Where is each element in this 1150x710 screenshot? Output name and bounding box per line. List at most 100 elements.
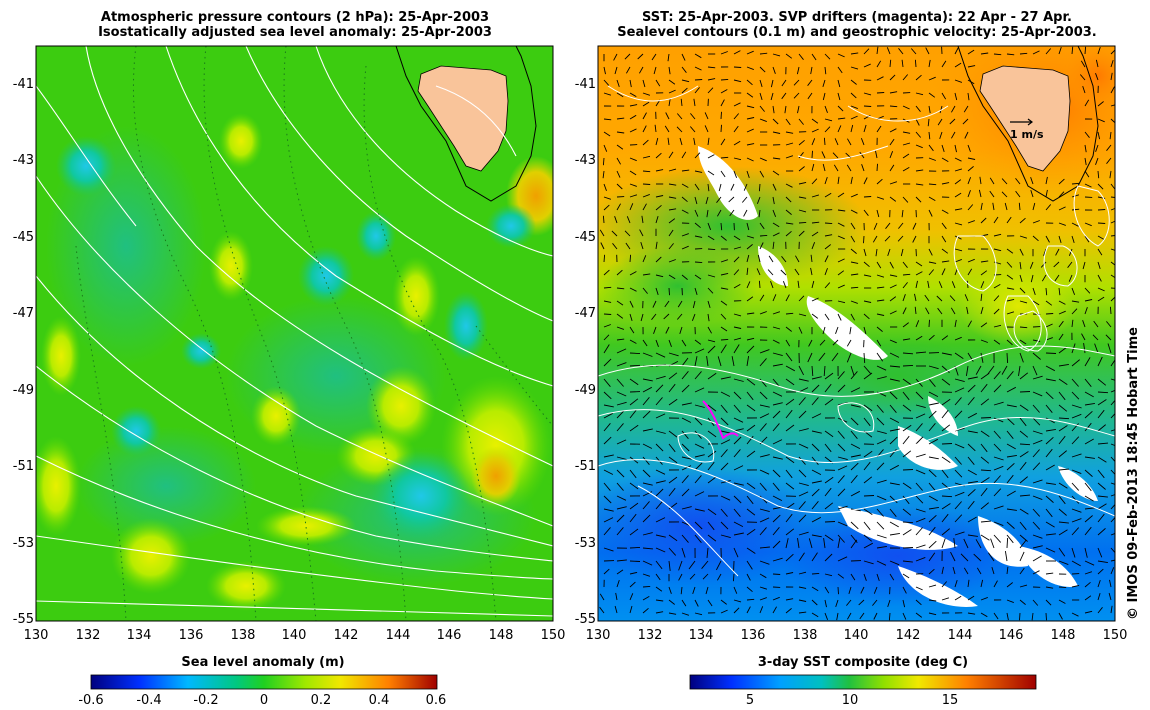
velocity-arrow <box>616 269 623 276</box>
velocity-arrow <box>993 417 1004 423</box>
velocity-arrow <box>798 181 807 185</box>
velocity-arrow <box>976 567 982 575</box>
velocity-arrow <box>850 222 856 230</box>
velocity-arrow <box>967 430 978 434</box>
velocity-arrow <box>837 79 841 88</box>
velocity-arrow <box>824 383 832 393</box>
velocity-arrow <box>1006 490 1016 497</box>
velocity-arrow <box>824 244 831 250</box>
right-x-tick: 150 <box>1102 628 1128 643</box>
velocity-arrow <box>733 170 738 178</box>
velocity-arrow <box>629 482 639 490</box>
velocity-arrow <box>707 235 715 241</box>
velocity-arrow <box>681 430 689 439</box>
velocity-arrow <box>743 209 748 217</box>
velocity-arrow <box>707 404 717 412</box>
velocity-arrow <box>1083 343 1086 354</box>
velocity-arrow <box>785 142 794 146</box>
velocity-arrow <box>1045 378 1056 382</box>
velocity-arrow <box>733 586 738 594</box>
velocity-arrow <box>993 384 1002 393</box>
velocity-arrow <box>1032 235 1039 242</box>
velocity-arrow <box>987 365 995 375</box>
velocity-arrow <box>1045 533 1056 536</box>
velocity-arrow <box>993 295 1000 302</box>
velocity-arrow <box>1084 157 1087 166</box>
velocity-arrow <box>1006 404 1017 408</box>
velocity-arrow <box>681 475 689 484</box>
velocity-arrow <box>759 560 770 565</box>
velocity-arrow <box>952 566 956 575</box>
velocity-arrow <box>1045 572 1054 575</box>
velocity-arrow <box>1084 144 1087 153</box>
velocity-arrow <box>863 300 872 303</box>
velocity-arrow <box>733 256 740 263</box>
velocity-arrow <box>733 417 744 423</box>
velocity-arrow <box>1045 495 1054 503</box>
velocity-arrow <box>954 501 962 510</box>
velocity-arrow <box>729 209 735 217</box>
velocity-arrow <box>876 545 887 549</box>
velocity-arrow <box>694 475 702 484</box>
velocity-arrow <box>1094 343 1099 354</box>
velocity-arrow <box>702 573 709 580</box>
velocity-arrow <box>962 118 969 125</box>
velocity-arrow <box>1015 190 1021 198</box>
velocity-arrow <box>1032 570 1040 575</box>
velocity-arrow <box>782 281 787 289</box>
velocity-arrow <box>1097 222 1106 224</box>
velocity-arrow <box>811 313 819 319</box>
velocity-arrow <box>733 157 742 161</box>
velocity-arrow <box>642 101 650 107</box>
left-y-tick: -53 <box>12 536 34 551</box>
left-colorbar-tick: 0.2 <box>310 693 332 708</box>
velocity-arrow <box>626 216 631 224</box>
velocity-arrow <box>925 307 930 315</box>
imos-credit: © IMOS 09-Feb-2013 18:45 Hobart Time <box>1126 327 1141 620</box>
velocity-arrow <box>980 579 984 588</box>
velocity-arrow <box>902 378 912 386</box>
velocity-arrow <box>993 339 1001 345</box>
velocity-arrow <box>850 443 861 449</box>
velocity-arrow <box>1019 372 1029 380</box>
velocity-arrow <box>772 439 783 445</box>
velocity-arrow <box>616 514 625 523</box>
velocity-arrow <box>928 319 930 328</box>
velocity-arrow <box>901 59 904 68</box>
velocity-arrow <box>1045 300 1053 306</box>
velocity-arrow <box>785 118 791 126</box>
velocity-arrow <box>616 482 624 491</box>
velocity-arrow <box>720 439 731 445</box>
velocity-arrow <box>1084 170 1090 178</box>
velocity-arrow <box>876 404 884 413</box>
velocity-arrow <box>603 66 606 75</box>
velocity-arrow <box>720 313 727 320</box>
velocity-arrow <box>611 230 618 237</box>
velocity-arrow <box>1084 410 1093 419</box>
velocity-arrow <box>772 482 780 491</box>
velocity-arrow <box>612 243 618 250</box>
velocity-arrow <box>941 528 950 536</box>
velocity-arrow <box>1019 508 1029 515</box>
velocity-arrow <box>967 166 974 172</box>
velocity-arrow <box>954 222 963 226</box>
velocity-arrow <box>759 222 765 230</box>
velocity-arrow <box>655 287 659 296</box>
velocity-arrow <box>811 365 814 377</box>
velocity-arrow <box>642 170 651 173</box>
velocity-arrow <box>964 131 969 139</box>
velocity-arrow <box>640 241 644 250</box>
right-x-tick: 130 <box>585 628 611 643</box>
sst-colorbar <box>689 674 1037 690</box>
velocity-arrow <box>941 566 944 575</box>
velocity-arrow <box>824 268 828 276</box>
velocity-arrow <box>785 378 795 386</box>
velocity-arrow <box>902 364 914 367</box>
velocity-arrow <box>614 216 618 224</box>
velocity-arrow <box>759 358 767 367</box>
velocity-arrow <box>733 607 740 614</box>
velocity-arrow <box>688 560 696 570</box>
velocity-arrow <box>681 465 692 471</box>
velocity-arrow <box>915 404 926 409</box>
velocity-arrow <box>928 248 933 256</box>
